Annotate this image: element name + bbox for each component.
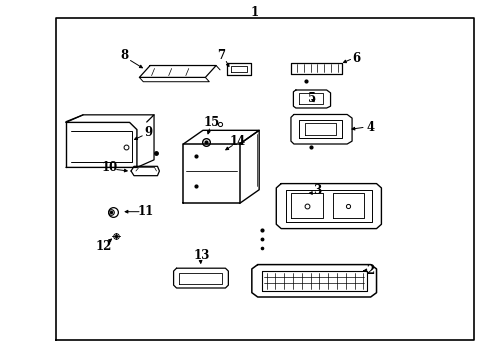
Text: 10: 10 [102, 161, 118, 174]
Text: 8: 8 [121, 49, 128, 62]
Text: 6: 6 [351, 52, 359, 65]
Text: 1: 1 [250, 6, 258, 19]
Text: 14: 14 [229, 135, 246, 148]
Text: 2: 2 [366, 264, 373, 277]
Text: 13: 13 [193, 249, 210, 262]
Text: 5: 5 [307, 92, 315, 105]
Text: 11: 11 [137, 205, 154, 218]
Text: 4: 4 [366, 121, 373, 134]
Text: 15: 15 [203, 116, 219, 129]
Text: 3: 3 [312, 184, 320, 197]
Text: 7: 7 [217, 49, 225, 62]
Text: 12: 12 [96, 240, 112, 253]
Text: 9: 9 [144, 126, 152, 139]
